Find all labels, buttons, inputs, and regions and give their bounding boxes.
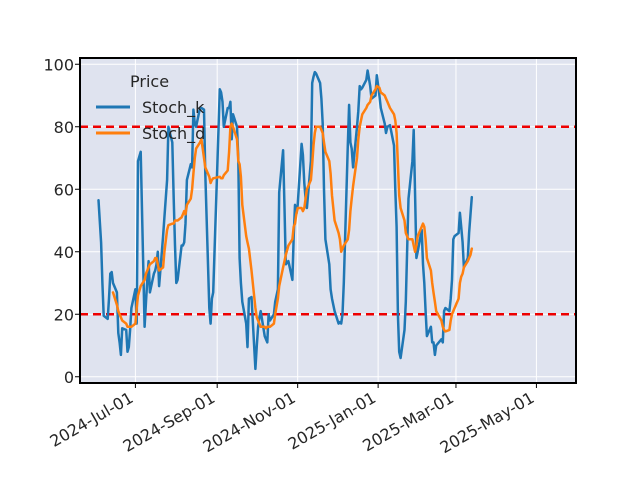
y-tick-label: 40	[54, 243, 74, 262]
legend-label-stoch-k: Stoch_k	[142, 98, 205, 118]
y-tick-label: 60	[54, 180, 74, 199]
legend: Price Stoch_k Stoch_d	[96, 72, 205, 144]
y-axis: 0 20 40 60 80 100	[43, 55, 80, 387]
y-tick-label: 20	[54, 305, 74, 324]
reference-lines	[80, 125, 576, 316]
series-line-stoch-d	[111, 84, 474, 333]
legend-label-stoch-d: Stoch_d	[142, 124, 205, 144]
y-tick-label: 80	[54, 118, 74, 137]
series-lines	[97, 69, 474, 371]
plot-background	[80, 58, 576, 383]
y-tick-label: 0	[64, 368, 74, 387]
legend-title: Price	[130, 72, 169, 91]
x-axis: 2024-Jul-012024-Sep-012024-Nov-012025-Ja…	[47, 383, 537, 457]
y-tick-label: 100	[43, 55, 74, 74]
plot-frame	[79, 57, 577, 384]
